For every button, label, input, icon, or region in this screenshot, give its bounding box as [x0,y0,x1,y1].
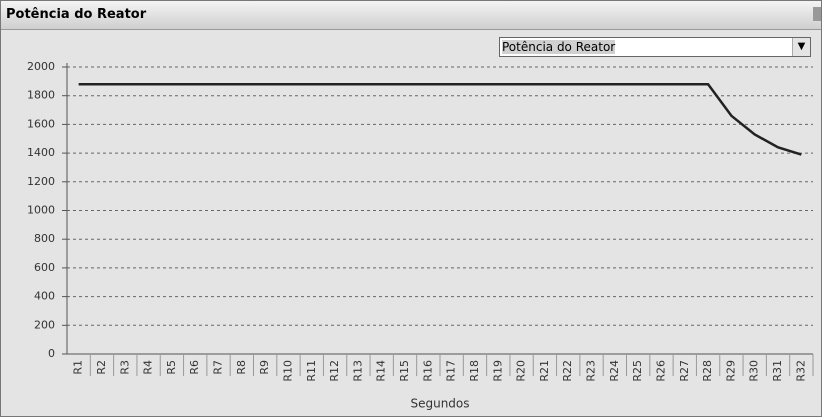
x-tick-label: R6 [188,360,201,375]
y-tick-label: 0 [48,347,55,360]
x-tick-label: R17 [445,360,458,382]
y-tick-label: 200 [34,318,55,331]
close-button[interactable] [813,7,821,21]
x-tick-label: R19 [491,360,504,382]
x-tick-label: R29 [724,360,737,382]
x-tick-label: R23 [585,360,598,382]
x-tick-label: R5 [165,360,178,375]
y-tick-label: 1600 [27,117,55,130]
y-tick-label: 600 [34,261,55,274]
x-tick-label: R20 [515,360,528,382]
y-tick-label: 1800 [27,89,55,102]
x-tick-label: R16 [421,360,434,382]
x-tick-label: R14 [375,360,388,382]
x-tick-label: R10 [281,360,294,382]
x-tick-label: R27 [678,360,691,382]
dropdown-arrow[interactable]: ▼ [792,38,810,56]
x-tick-label: R28 [701,360,714,382]
x-tick-label: R7 [212,360,225,375]
x-tick-label: R24 [608,360,621,382]
x-tick-label: R3 [118,360,131,375]
x-tick-label: R30 [748,360,761,382]
x-tick-label: R31 [771,360,784,382]
x-tick-label: R9 [258,360,271,375]
x-tick-label: R18 [468,360,481,382]
x-tick-label: R26 [654,360,667,382]
x-tick-label: R4 [142,360,155,375]
x-tick-label: R1 [72,360,85,375]
dropdown[interactable]: Potência do Reator ▼ [499,37,811,57]
x-tick-label: R32 [794,360,807,382]
y-tick-label: 1000 [27,204,55,217]
y-tick-label: 400 [34,290,55,303]
x-axis-label: Segundos [410,397,469,411]
x-tick-label: R8 [235,360,248,375]
window-title: Potência do Reator [6,7,147,22]
y-tick-label: 1400 [27,146,55,159]
y-tick-label: 1200 [27,175,55,188]
x-tick-label: R13 [351,360,364,382]
title-bar: Potência do Reator [1,1,821,30]
dropdown-value: Potência do Reator [502,40,616,54]
x-tick-label: R25 [631,360,644,382]
x-tick-label: R11 [305,360,318,382]
y-tick-label: 800 [34,232,55,245]
x-tick-label: R12 [328,360,341,382]
x-tick-label: R2 [95,360,108,375]
line [78,82,802,156]
y-tick-label: 2000 [27,60,55,73]
x-tick-label: R21 [538,360,551,382]
x-tick-label: R15 [398,360,411,382]
x-tick-label: R22 [561,360,574,382]
